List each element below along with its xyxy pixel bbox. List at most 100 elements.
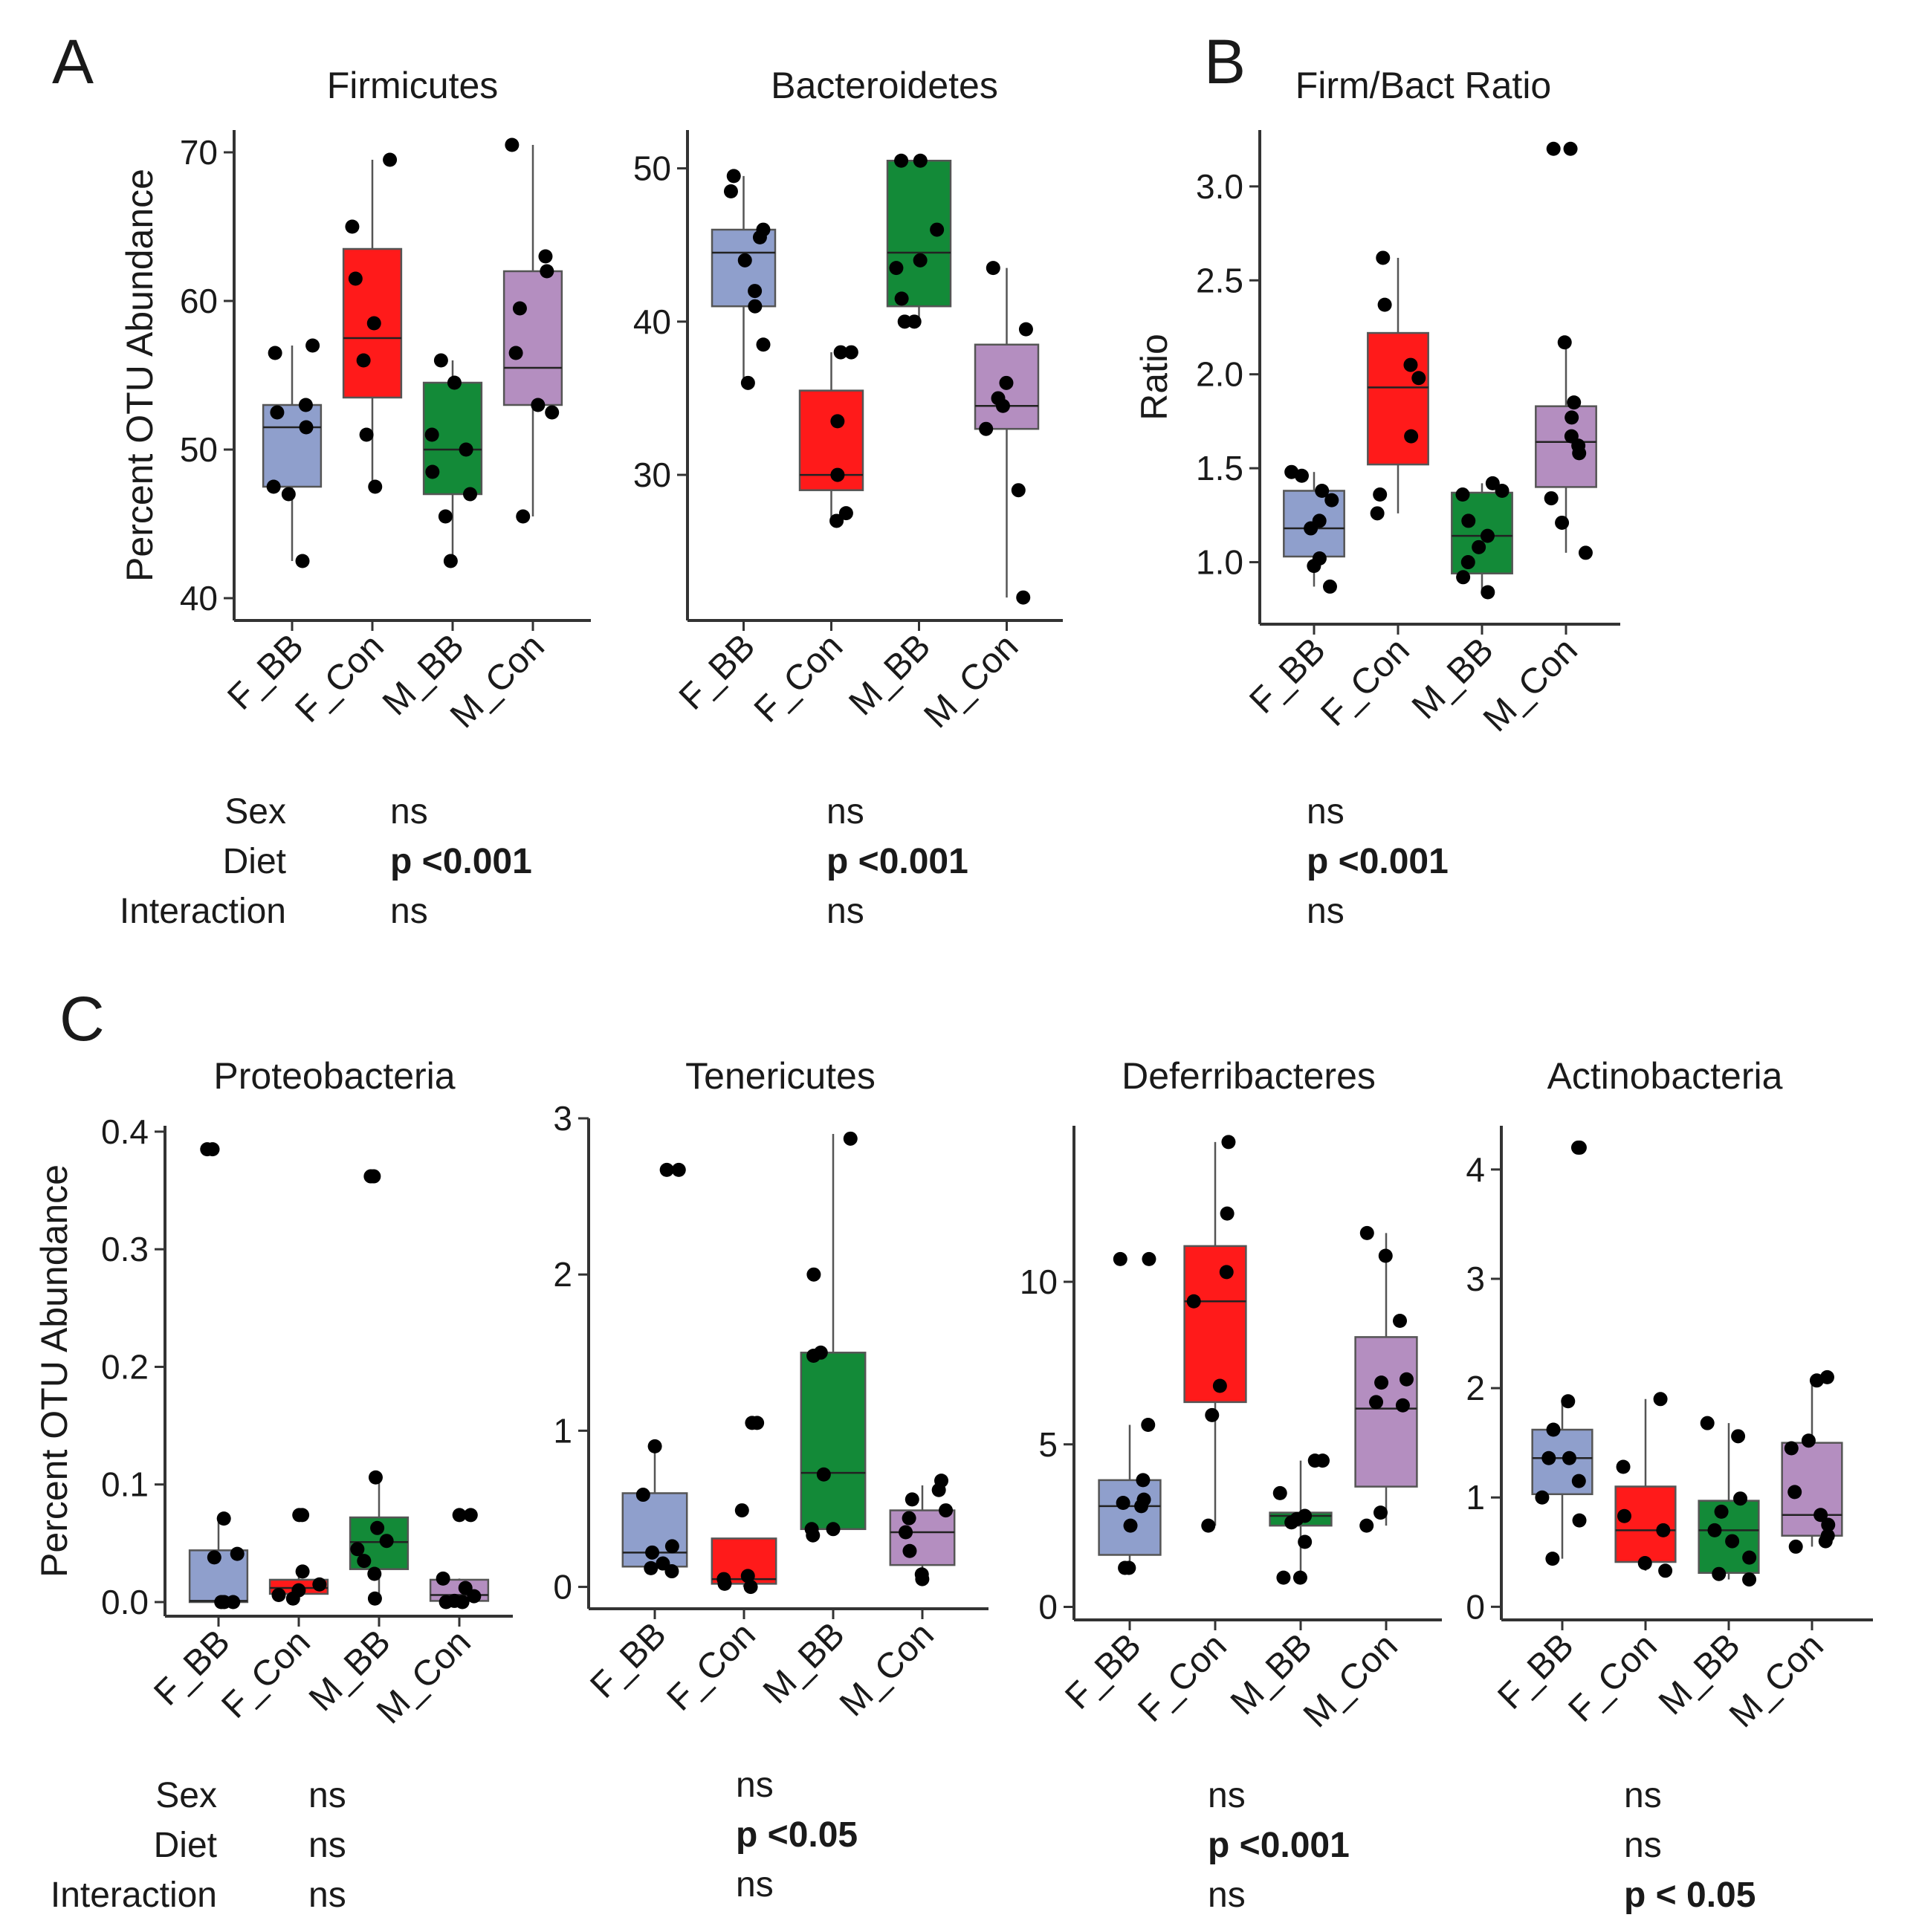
data-point [458,1581,473,1595]
data-point [379,1534,394,1549]
data-point [463,1508,478,1523]
stat-value: p <0.05 [736,1815,858,1855]
box-F_Con [1367,331,1429,466]
data-point [345,219,360,234]
y-tick-label: 3 [553,1099,572,1138]
data-point [1212,1378,1227,1393]
data-point [1118,1560,1133,1575]
data-point [1572,1140,1587,1155]
data-point [664,1539,679,1554]
data-point [1136,1473,1151,1488]
data-point [226,1595,241,1610]
chart-title: Actinobacteria [1547,1055,1783,1097]
stat-label-sex-c: Sex [155,1776,217,1815]
data-point [1819,1369,1834,1384]
data-point [436,1571,450,1586]
data-point [452,1508,467,1523]
data-point [914,1567,929,1582]
data-point [295,554,310,568]
stat-label-interaction: Interaction [120,892,286,931]
data-point [433,353,448,368]
data-point [538,249,553,264]
data-point [734,1503,749,1518]
data-point [1378,1248,1393,1263]
data-point [1820,1529,1835,1543]
data-point [1480,528,1495,543]
data-point [745,1416,760,1430]
data-point [656,1556,670,1571]
y-axis-label: Percent OTU Abundance [119,169,161,582]
data-point [902,1511,916,1526]
data-point [1272,1485,1287,1500]
x-tick-label: F_Con [214,1622,317,1725]
data-point [1725,1534,1740,1549]
data-point [298,398,313,412]
data-point [1284,464,1299,479]
data-point [281,487,296,502]
chart-title: Firmicutes [327,65,499,106]
data-point [516,509,531,524]
data-point [271,1588,286,1603]
data-point [826,1522,841,1537]
chart-deferribacteres: Deferribacteres0510F_BBF_ConM_BBM_Connsp… [1020,1055,1442,1915]
data-point [368,1470,383,1485]
data-point [930,222,945,237]
data-point [726,169,741,184]
data-point [1637,1555,1652,1570]
stat-label-diet-c: Diet [154,1826,217,1865]
data-point [1205,1407,1220,1422]
data-point [716,1572,731,1586]
stat-label-interaction-c: Interaction [51,1876,217,1915]
data-point [1561,1394,1576,1409]
data-point [447,1593,462,1608]
y-tick-label: 40 [633,302,671,341]
data-point [1141,1418,1156,1432]
stat-value: ns [1208,1876,1246,1915]
data-point [312,1577,327,1592]
y-tick-label: 2 [553,1255,572,1294]
stat-value: ns [308,1826,346,1865]
data-point [1011,483,1026,498]
stat-value: ns [736,1865,774,1905]
data-point [897,314,912,329]
data-point [1472,539,1486,554]
data-point [902,1543,917,1558]
data-point [207,1550,221,1565]
stat-value: p <0.001 [1307,842,1449,881]
box-M_BB [800,1352,867,1531]
stat-value: ns [390,892,428,931]
data-point [813,1345,828,1360]
data-point [1700,1416,1715,1430]
data-point [1298,1508,1313,1523]
data-point [1617,1508,1631,1523]
data-point [833,345,848,360]
data-point [1564,429,1579,444]
stat-label-diet: Diet [223,842,286,881]
y-tick-label: 4 [1466,1150,1485,1189]
x-tick-label: F_Con [1561,1626,1664,1729]
data-point [1567,395,1582,410]
data-point [1546,141,1561,156]
data-point [756,337,771,352]
data-point [1455,487,1470,502]
data-point [1557,335,1572,350]
y-tick-label: 0 [1038,1588,1058,1627]
data-point [370,1520,385,1535]
data-point [545,405,560,420]
data-point [1541,1450,1556,1465]
data-point [1219,1265,1234,1280]
data-point [671,1162,686,1177]
data-point [367,1591,382,1606]
stat-value: ns [1307,792,1345,832]
data-point [443,554,458,568]
data-point [1742,1550,1757,1565]
data-point [368,479,383,494]
data-point [743,1580,758,1595]
y-tick-label: 0.1 [101,1465,149,1504]
y-tick-label: 1 [1466,1478,1485,1517]
y-tick-label: 10 [1020,1262,1058,1301]
data-point [645,1545,660,1560]
x-tick-label: F_Con [288,626,391,730]
x-tick-label: M_Con [1476,630,1585,739]
